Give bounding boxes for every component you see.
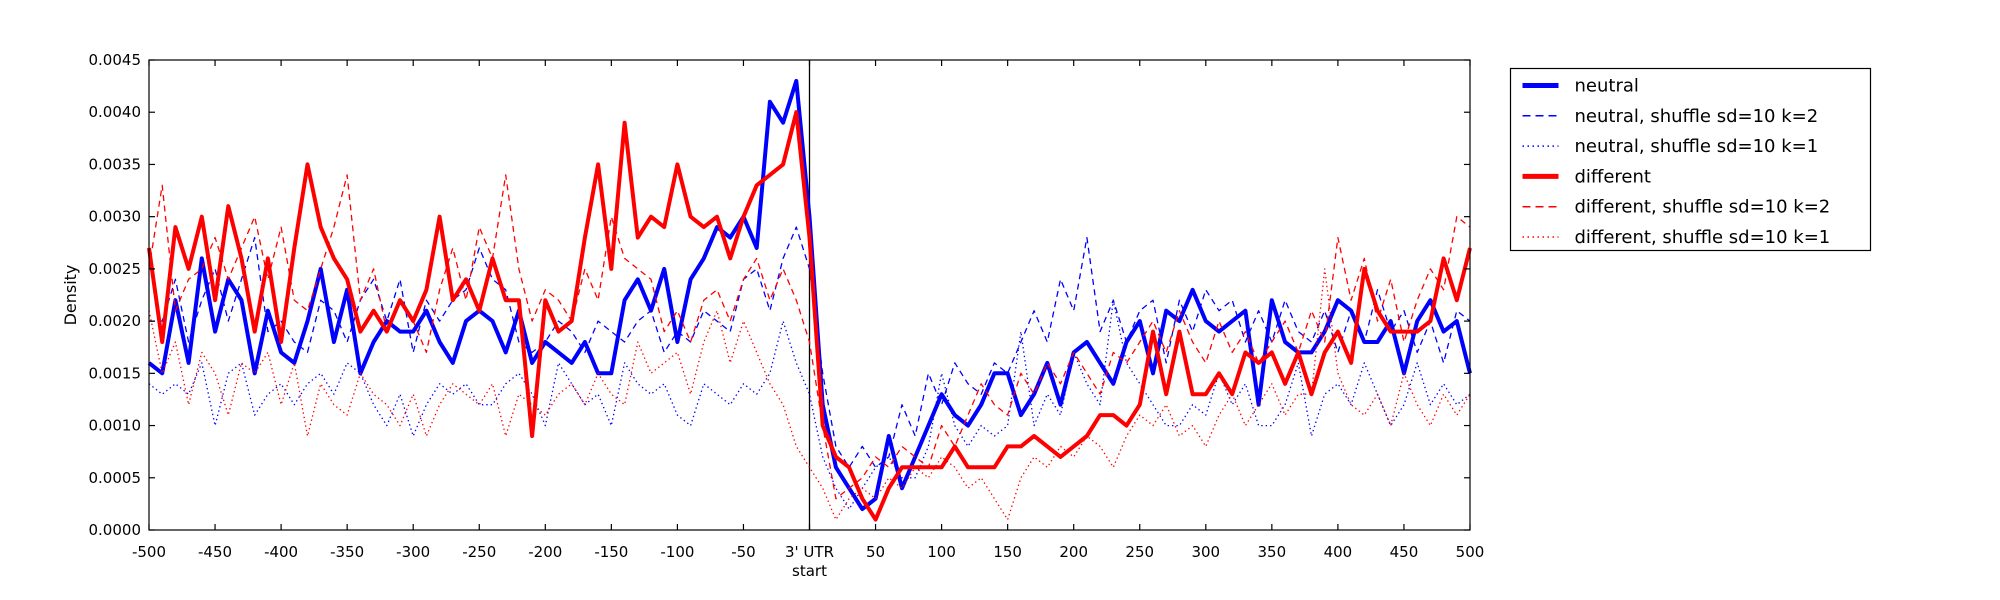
x-tick-label: 250 xyxy=(1125,543,1154,561)
y-tick-label: 0.0035 xyxy=(89,155,142,173)
legend-entry-neutral-shuffle-sd-10-k-2: neutral, shuffle sd=10 k=2 xyxy=(1575,106,1819,127)
x-tick-label: -350 xyxy=(330,543,364,561)
y-tick-label: 0.0010 xyxy=(89,417,142,435)
x-tick-label: 50 xyxy=(866,543,885,561)
x-tick-label: -50 xyxy=(731,543,756,561)
legend-entry-neutral: neutral xyxy=(1575,76,1639,97)
x-tick-label: 350 xyxy=(1258,543,1287,561)
x-tick-label: 300 xyxy=(1191,543,1220,561)
x-tick-label: 200 xyxy=(1059,543,1088,561)
x-tick-label: 150 xyxy=(993,543,1022,561)
y-tick-label: 0.0015 xyxy=(89,364,142,382)
series-line-different xyxy=(147,110,1472,522)
x-tick-label: -100 xyxy=(660,543,694,561)
legend-entry-different-shuffle-sd-10-k-2: different, shuffle sd=10 k=2 xyxy=(1575,197,1831,218)
y-tick-label: 0.0005 xyxy=(89,469,142,487)
x-tick-label: 400 xyxy=(1324,543,1353,561)
series-layer xyxy=(147,78,1472,522)
legend-entry-different-shuffle-sd-10-k-1: different, shuffle sd=10 k=1 xyxy=(1575,227,1831,248)
x-tick-label: -450 xyxy=(198,543,232,561)
legend: neutral neutral, shuffle sd=10 k=2 neutral… xyxy=(1509,67,1872,252)
axes-layer: -500 -450 -400 -350 -300 -250 -200 -150 -100 -50 3… xyxy=(89,51,1485,580)
x-tick-label: -150 xyxy=(594,543,628,561)
x-tick-label-utr-start: start xyxy=(792,562,827,580)
x-tick-label: -200 xyxy=(528,543,562,561)
x-tick-label: 500 xyxy=(1456,543,1485,561)
legend-entry-different: different xyxy=(1575,166,1651,187)
legend-box xyxy=(1509,67,1872,252)
y-tick-label: 0.0045 xyxy=(89,51,142,69)
series-line-different-shuffle-sd-10-k-2 xyxy=(148,174,1471,500)
series-line-different-shuffle-sd-10-k-1 xyxy=(148,268,1471,521)
y-tick-label: 0.0000 xyxy=(89,521,142,539)
y-tick-label: 0.0025 xyxy=(89,260,142,278)
legend-entry-neutral-shuffle-sd-10-k-1: neutral, shuffle sd=10 k=1 xyxy=(1575,136,1819,157)
y-tick-label: 0.0040 xyxy=(89,103,142,121)
x-tick-label-utr-start: 3' UTR xyxy=(785,543,834,561)
y-tick-label: 0.0020 xyxy=(89,312,142,330)
y-tick-label: 0.0030 xyxy=(89,208,142,226)
series-line-neutral-shuffle-sd-10-k-2 xyxy=(149,226,1471,468)
x-tick-label: 100 xyxy=(927,543,956,561)
y-axis-label: Density xyxy=(61,265,80,326)
x-tick-label: -250 xyxy=(462,543,496,561)
x-tick-label: -300 xyxy=(396,543,430,561)
x-tick-label: -400 xyxy=(264,543,298,561)
x-tick-label: -500 xyxy=(132,543,166,561)
x-tick-label: 450 xyxy=(1390,543,1419,561)
